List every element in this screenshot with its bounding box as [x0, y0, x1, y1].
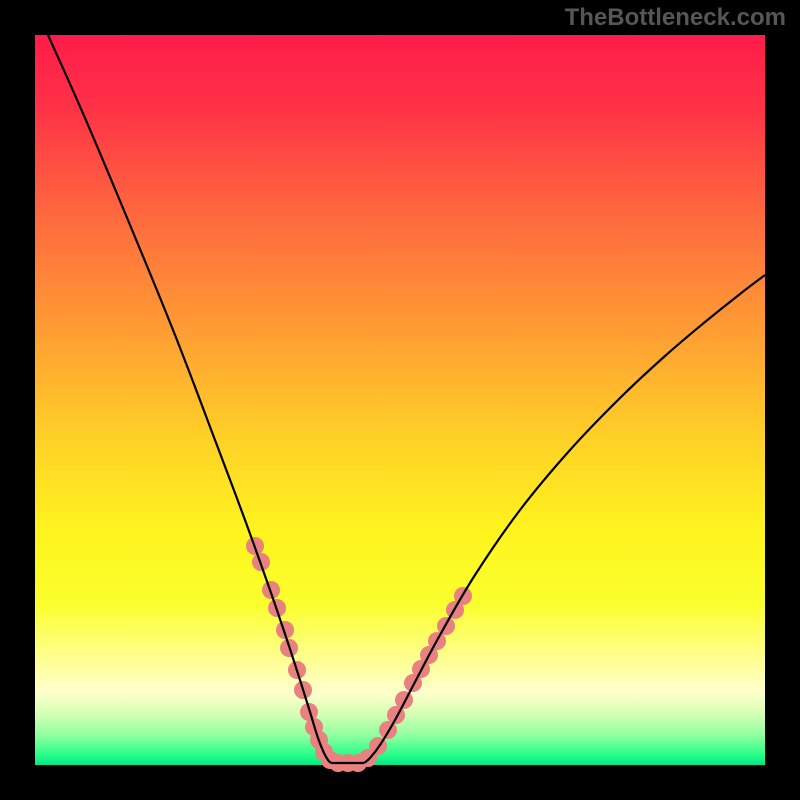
watermark-text: TheBottleneck.com: [565, 4, 786, 32]
data-point: [395, 691, 413, 709]
chart-container: TheBottleneck.com: [0, 0, 800, 800]
curve-right: [364, 275, 765, 763]
curve-layer: [0, 0, 800, 800]
